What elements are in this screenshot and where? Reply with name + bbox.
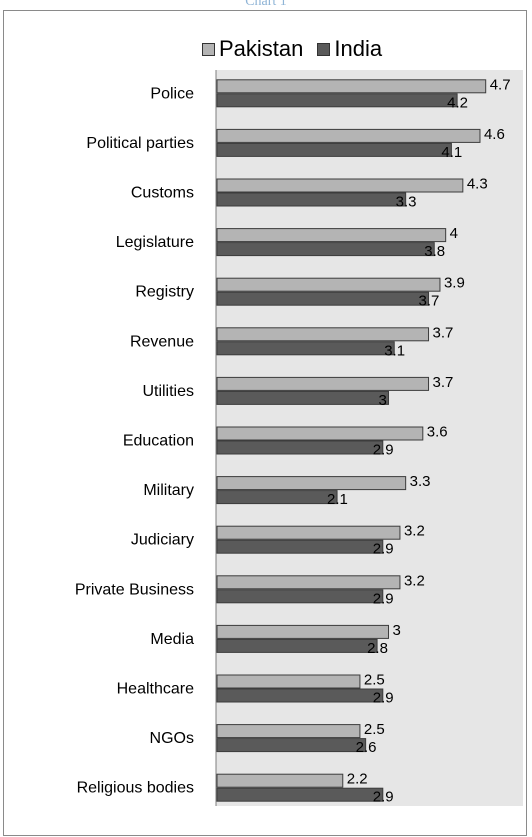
data-label-pakistan-utilities: 3.7 (433, 374, 454, 391)
category-label-education: Education (123, 433, 194, 450)
data-label-india-education: 2.9 (373, 442, 394, 459)
data-label-india-customs: 3.3 (396, 194, 417, 211)
legend-item-pakistan: Pakistan (202, 36, 303, 62)
bar-pakistan-police (216, 79, 487, 94)
bar-india-judiciary (216, 539, 384, 554)
category-label-revenue: Revenue (130, 333, 194, 350)
data-label-pakistan-education: 3.6 (427, 424, 448, 441)
bar-pakistan-legislature (216, 228, 447, 243)
bar-india-political-parties (216, 142, 452, 157)
bar-india-police (216, 93, 458, 108)
bar-pakistan-healthcare (216, 674, 361, 689)
data-label-pakistan-political-parties: 4.6 (484, 126, 505, 143)
bar-pakistan-registry (216, 277, 441, 292)
bar-pakistan-religious-bodies (216, 773, 344, 788)
data-label-pakistan-ngos: 2.5 (364, 721, 385, 738)
bar-pakistan-customs (216, 178, 464, 193)
bar-pakistan-revenue (216, 327, 430, 342)
legend-swatch-pakistan (202, 42, 215, 56)
category-label-registry: Registry (135, 284, 194, 301)
bar-pakistan-military (216, 476, 407, 491)
bar-india-registry (216, 291, 430, 306)
legend-label-india: India (334, 36, 383, 61)
data-label-pakistan-legislature: 4 (450, 225, 458, 242)
data-label-india-military: 2.1 (327, 491, 348, 508)
bar-india-religious-bodies (216, 787, 384, 802)
data-label-india-registry: 3.7 (419, 293, 440, 310)
data-label-india-legislature: 3.8 (424, 243, 445, 260)
data-label-pakistan-judiciary: 3.2 (404, 523, 425, 540)
data-label-pakistan-military: 3.3 (410, 473, 431, 490)
data-label-pakistan-private-business: 3.2 (404, 572, 425, 589)
category-label-political-parties: Political parties (86, 135, 194, 152)
legend-item-india: India (317, 36, 382, 62)
category-label-media: Media (150, 631, 194, 648)
bar-india-utilities (216, 390, 390, 405)
bar-india-ngos (216, 738, 367, 753)
category-label-private-business: Private Business (75, 581, 194, 598)
category-label-military: Military (143, 482, 194, 499)
data-label-india-healthcare: 2.9 (373, 690, 394, 707)
bar-pakistan-media (216, 624, 390, 639)
data-label-pakistan-religious-bodies: 2.2 (347, 771, 368, 788)
data-label-pakistan-revenue: 3.7 (433, 324, 454, 341)
data-label-india-police: 4.2 (447, 94, 468, 111)
category-label-police: Police (150, 85, 194, 102)
legend-label-pakistan: Pakistan (219, 36, 304, 61)
bar-india-military (216, 490, 338, 505)
data-label-india-media: 2.8 (367, 640, 388, 657)
bar-pakistan-education (216, 426, 424, 441)
bar-india-private-business (216, 589, 384, 604)
category-label-religious-bodies: Religious bodies (77, 780, 194, 797)
legend-swatch-india (317, 42, 331, 56)
data-label-india-revenue: 3.1 (384, 342, 405, 359)
bar-pakistan-utilities (216, 376, 430, 391)
bar-pakistan-ngos (216, 724, 361, 739)
bar-india-revenue (216, 341, 395, 356)
data-label-pakistan-police: 4.7 (490, 76, 511, 93)
category-label-healthcare: Healthcare (117, 681, 194, 698)
category-label-judiciary: Judiciary (131, 532, 194, 549)
category-label-ngos: NGOs (150, 730, 194, 747)
chart-caption: Chart 1 (245, 0, 287, 9)
category-label-utilities: Utilities (142, 383, 194, 400)
data-label-india-judiciary: 2.9 (373, 541, 394, 558)
chart-legend: Pakistan India (202, 36, 396, 62)
data-label-pakistan-customs: 4.3 (467, 176, 488, 193)
data-label-pakistan-healthcare: 2.5 (364, 672, 385, 689)
bar-india-customs (216, 192, 407, 207)
bar-india-legislature (216, 242, 435, 257)
bar-pakistan-political-parties (216, 128, 481, 143)
data-label-india-utilities: 3 (379, 392, 387, 409)
bar-pakistan-judiciary (216, 525, 401, 540)
bar-india-media (216, 638, 378, 653)
data-label-india-ngos: 2.6 (356, 739, 377, 756)
data-label-pakistan-registry: 3.9 (444, 275, 465, 292)
category-label-legislature: Legislature (116, 234, 194, 251)
bar-pakistan-private-business (216, 575, 401, 590)
bar-india-education (216, 440, 384, 455)
bar-india-healthcare (216, 688, 384, 703)
data-label-india-political-parties: 4.1 (441, 144, 462, 161)
data-label-india-private-business: 2.9 (373, 590, 394, 607)
data-label-india-religious-bodies: 2.9 (373, 789, 394, 806)
category-label-customs: Customs (131, 185, 194, 202)
data-label-pakistan-media: 3 (393, 622, 401, 639)
